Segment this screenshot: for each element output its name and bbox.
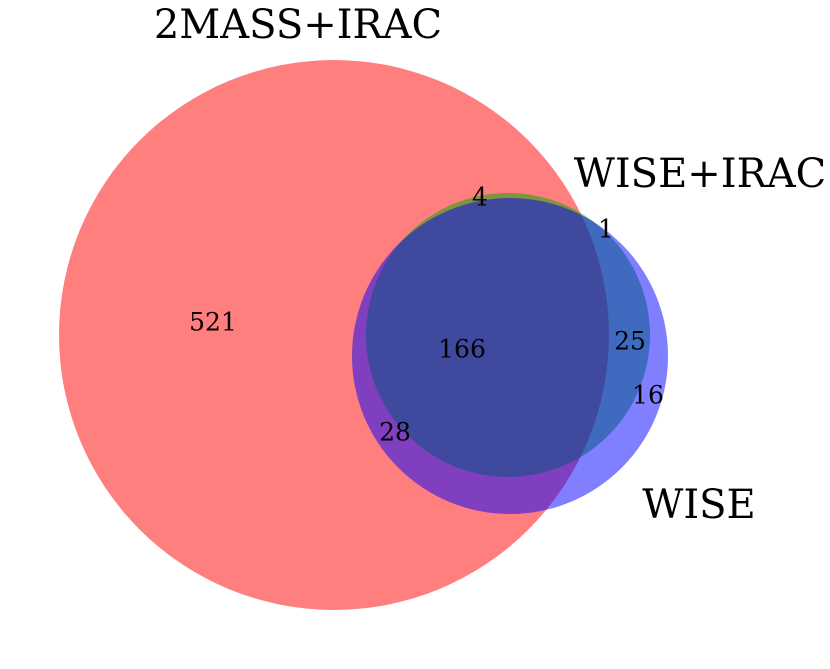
region-label: 28 <box>379 418 411 447</box>
region-label: 4 <box>472 183 488 212</box>
region-label: 166 <box>438 335 486 364</box>
region-label: 1 <box>598 215 614 244</box>
set-circle <box>352 198 668 514</box>
set-label: 2MASS+IRAC <box>154 2 442 48</box>
region-label: 521 <box>189 308 237 337</box>
set-label: WISE+IRAC <box>574 151 826 197</box>
region-label: 25 <box>614 327 646 356</box>
region-label: 16 <box>632 381 664 410</box>
set-label: WISE <box>642 482 756 528</box>
